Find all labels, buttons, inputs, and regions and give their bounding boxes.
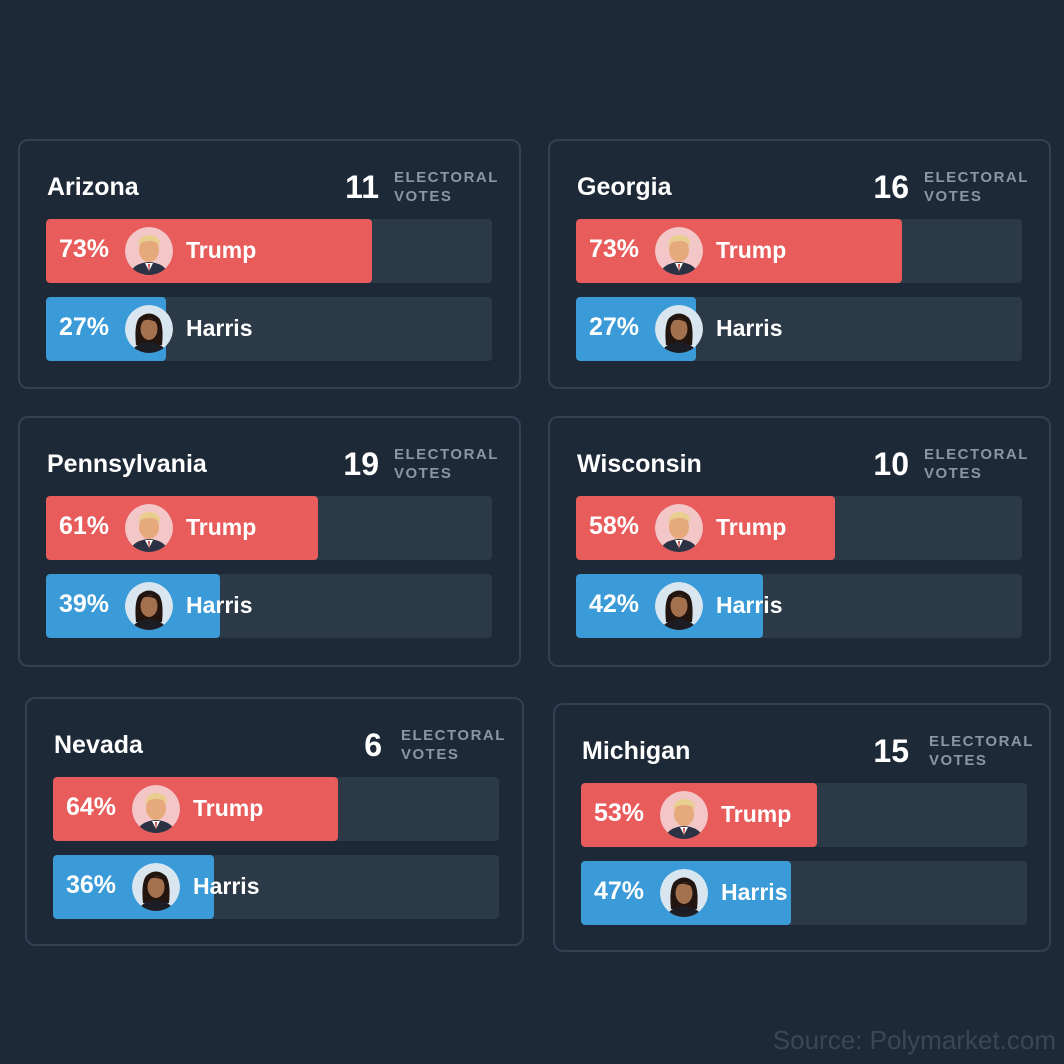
percent-label: 73% bbox=[59, 235, 110, 263]
state-card-pennsylvania: Pennsylvania 19 ELECTORAL VOTES 61% Trump 39% H… bbox=[18, 416, 521, 667]
bar-track-harris: 36% Harris bbox=[53, 855, 499, 919]
bar-track-harris: 39% Harris bbox=[46, 574, 492, 638]
harris-avatar bbox=[660, 869, 708, 917]
harris-avatar bbox=[125, 582, 173, 630]
state-card-nevada: Nevada 6 ELECTORAL VOTES 64% Trump 36% Harris bbox=[25, 697, 524, 946]
harris-avatar bbox=[655, 582, 703, 630]
percent-label: 42% bbox=[589, 590, 640, 618]
bar-track-harris: 27% Harris bbox=[576, 297, 1022, 361]
electoral-votes-count: 11 bbox=[345, 169, 379, 205]
percent-label: 58% bbox=[589, 512, 640, 540]
bar-track-trump: 61% Trump bbox=[46, 496, 492, 560]
percent-label: 39% bbox=[59, 590, 110, 618]
candidate-name: Trump bbox=[721, 801, 792, 827]
candidate-name: Harris bbox=[186, 315, 253, 341]
percent-label: 73% bbox=[589, 235, 640, 263]
percent-label: 36% bbox=[66, 871, 117, 899]
percent-label: 53% bbox=[594, 799, 645, 827]
candidate-name: Trump bbox=[193, 795, 264, 821]
electoral-votes-count: 10 bbox=[873, 446, 909, 482]
bar-trump bbox=[53, 777, 338, 841]
state-card-georgia: Georgia 16 ELECTORAL VOTES 73% Trump 27% Harris bbox=[548, 139, 1051, 389]
bar-trump bbox=[46, 496, 318, 560]
trump-avatar bbox=[132, 785, 180, 833]
harris-avatar bbox=[132, 863, 180, 911]
bar-track-harris: 27% Harris bbox=[46, 297, 492, 361]
trump-avatar bbox=[655, 227, 703, 275]
bar-track-trump: 73% Trump bbox=[576, 219, 1022, 283]
candidate-name: Trump bbox=[186, 237, 257, 263]
candidate-name: Trump bbox=[716, 514, 787, 540]
bar-trump bbox=[576, 219, 902, 283]
trump-avatar bbox=[125, 504, 173, 552]
electoral-votes-label: ELECTORAL VOTES bbox=[924, 169, 1029, 205]
bar-trump bbox=[46, 219, 372, 283]
candidate-name: Harris bbox=[186, 592, 253, 618]
bar-track-trump: 58% Trump bbox=[576, 496, 1022, 560]
bar-track-trump: 53% Trump bbox=[581, 783, 1027, 847]
bar-track-harris: 47% Harris bbox=[581, 861, 1027, 925]
electoral-votes-count: 19 bbox=[343, 446, 379, 482]
trump-avatar bbox=[125, 227, 173, 275]
percent-label: 27% bbox=[589, 313, 640, 341]
electoral-votes-label: ELECTORAL VOTES bbox=[929, 733, 1034, 769]
electoral-votes-count: 16 bbox=[873, 169, 909, 205]
source-note: Source: Polymarket.com bbox=[772, 1025, 1056, 1055]
state-name: Nevada bbox=[54, 731, 143, 759]
state-name: Arizona bbox=[47, 173, 139, 201]
trump-avatar bbox=[655, 504, 703, 552]
bar-track-trump: 64% Trump bbox=[53, 777, 499, 841]
trump-avatar bbox=[660, 791, 708, 839]
state-card-michigan: Michigan 15 ELECTORAL VOTES 53% Trump 47% Harri… bbox=[553, 703, 1051, 952]
percent-label: 61% bbox=[59, 512, 110, 540]
percent-label: 64% bbox=[66, 793, 117, 821]
state-name: Pennsylvania bbox=[47, 450, 207, 478]
candidate-name: Harris bbox=[716, 592, 783, 618]
electoral-votes-label: ELECTORAL VOTES bbox=[401, 727, 506, 763]
candidate-name: Harris bbox=[193, 873, 260, 899]
percent-label: 27% bbox=[59, 313, 110, 341]
electoral-votes-label: ELECTORAL VOTES bbox=[394, 169, 499, 205]
bar-track-harris: 42% Harris bbox=[576, 574, 1022, 638]
state-name: Michigan bbox=[582, 737, 691, 765]
bar-trump bbox=[576, 496, 835, 560]
bar-track-trump: 73% Trump bbox=[46, 219, 492, 283]
percent-label: 47% bbox=[594, 877, 645, 905]
candidate-name: Harris bbox=[716, 315, 783, 341]
state-name: Wisconsin bbox=[577, 450, 702, 478]
candidate-name: Harris bbox=[721, 879, 788, 905]
state-name: Georgia bbox=[577, 173, 672, 201]
electoral-votes-label: ELECTORAL VOTES bbox=[394, 446, 499, 482]
state-card-arizona: Arizona 11 ELECTORAL VOTES 73% Trump 27% Harris bbox=[18, 139, 521, 389]
candidate-name: Trump bbox=[716, 237, 787, 263]
state-card-wisconsin: Wisconsin 10 ELECTORAL VOTES 58% Trump 42% Harr… bbox=[548, 416, 1051, 667]
candidate-name: Trump bbox=[186, 514, 257, 540]
electoral-votes-count: 15 bbox=[873, 733, 909, 769]
electoral-votes-label: ELECTORAL VOTES bbox=[924, 446, 1029, 482]
harris-avatar bbox=[125, 305, 173, 353]
electoral-votes-count: 6 bbox=[364, 727, 382, 763]
harris-avatar bbox=[655, 305, 703, 353]
